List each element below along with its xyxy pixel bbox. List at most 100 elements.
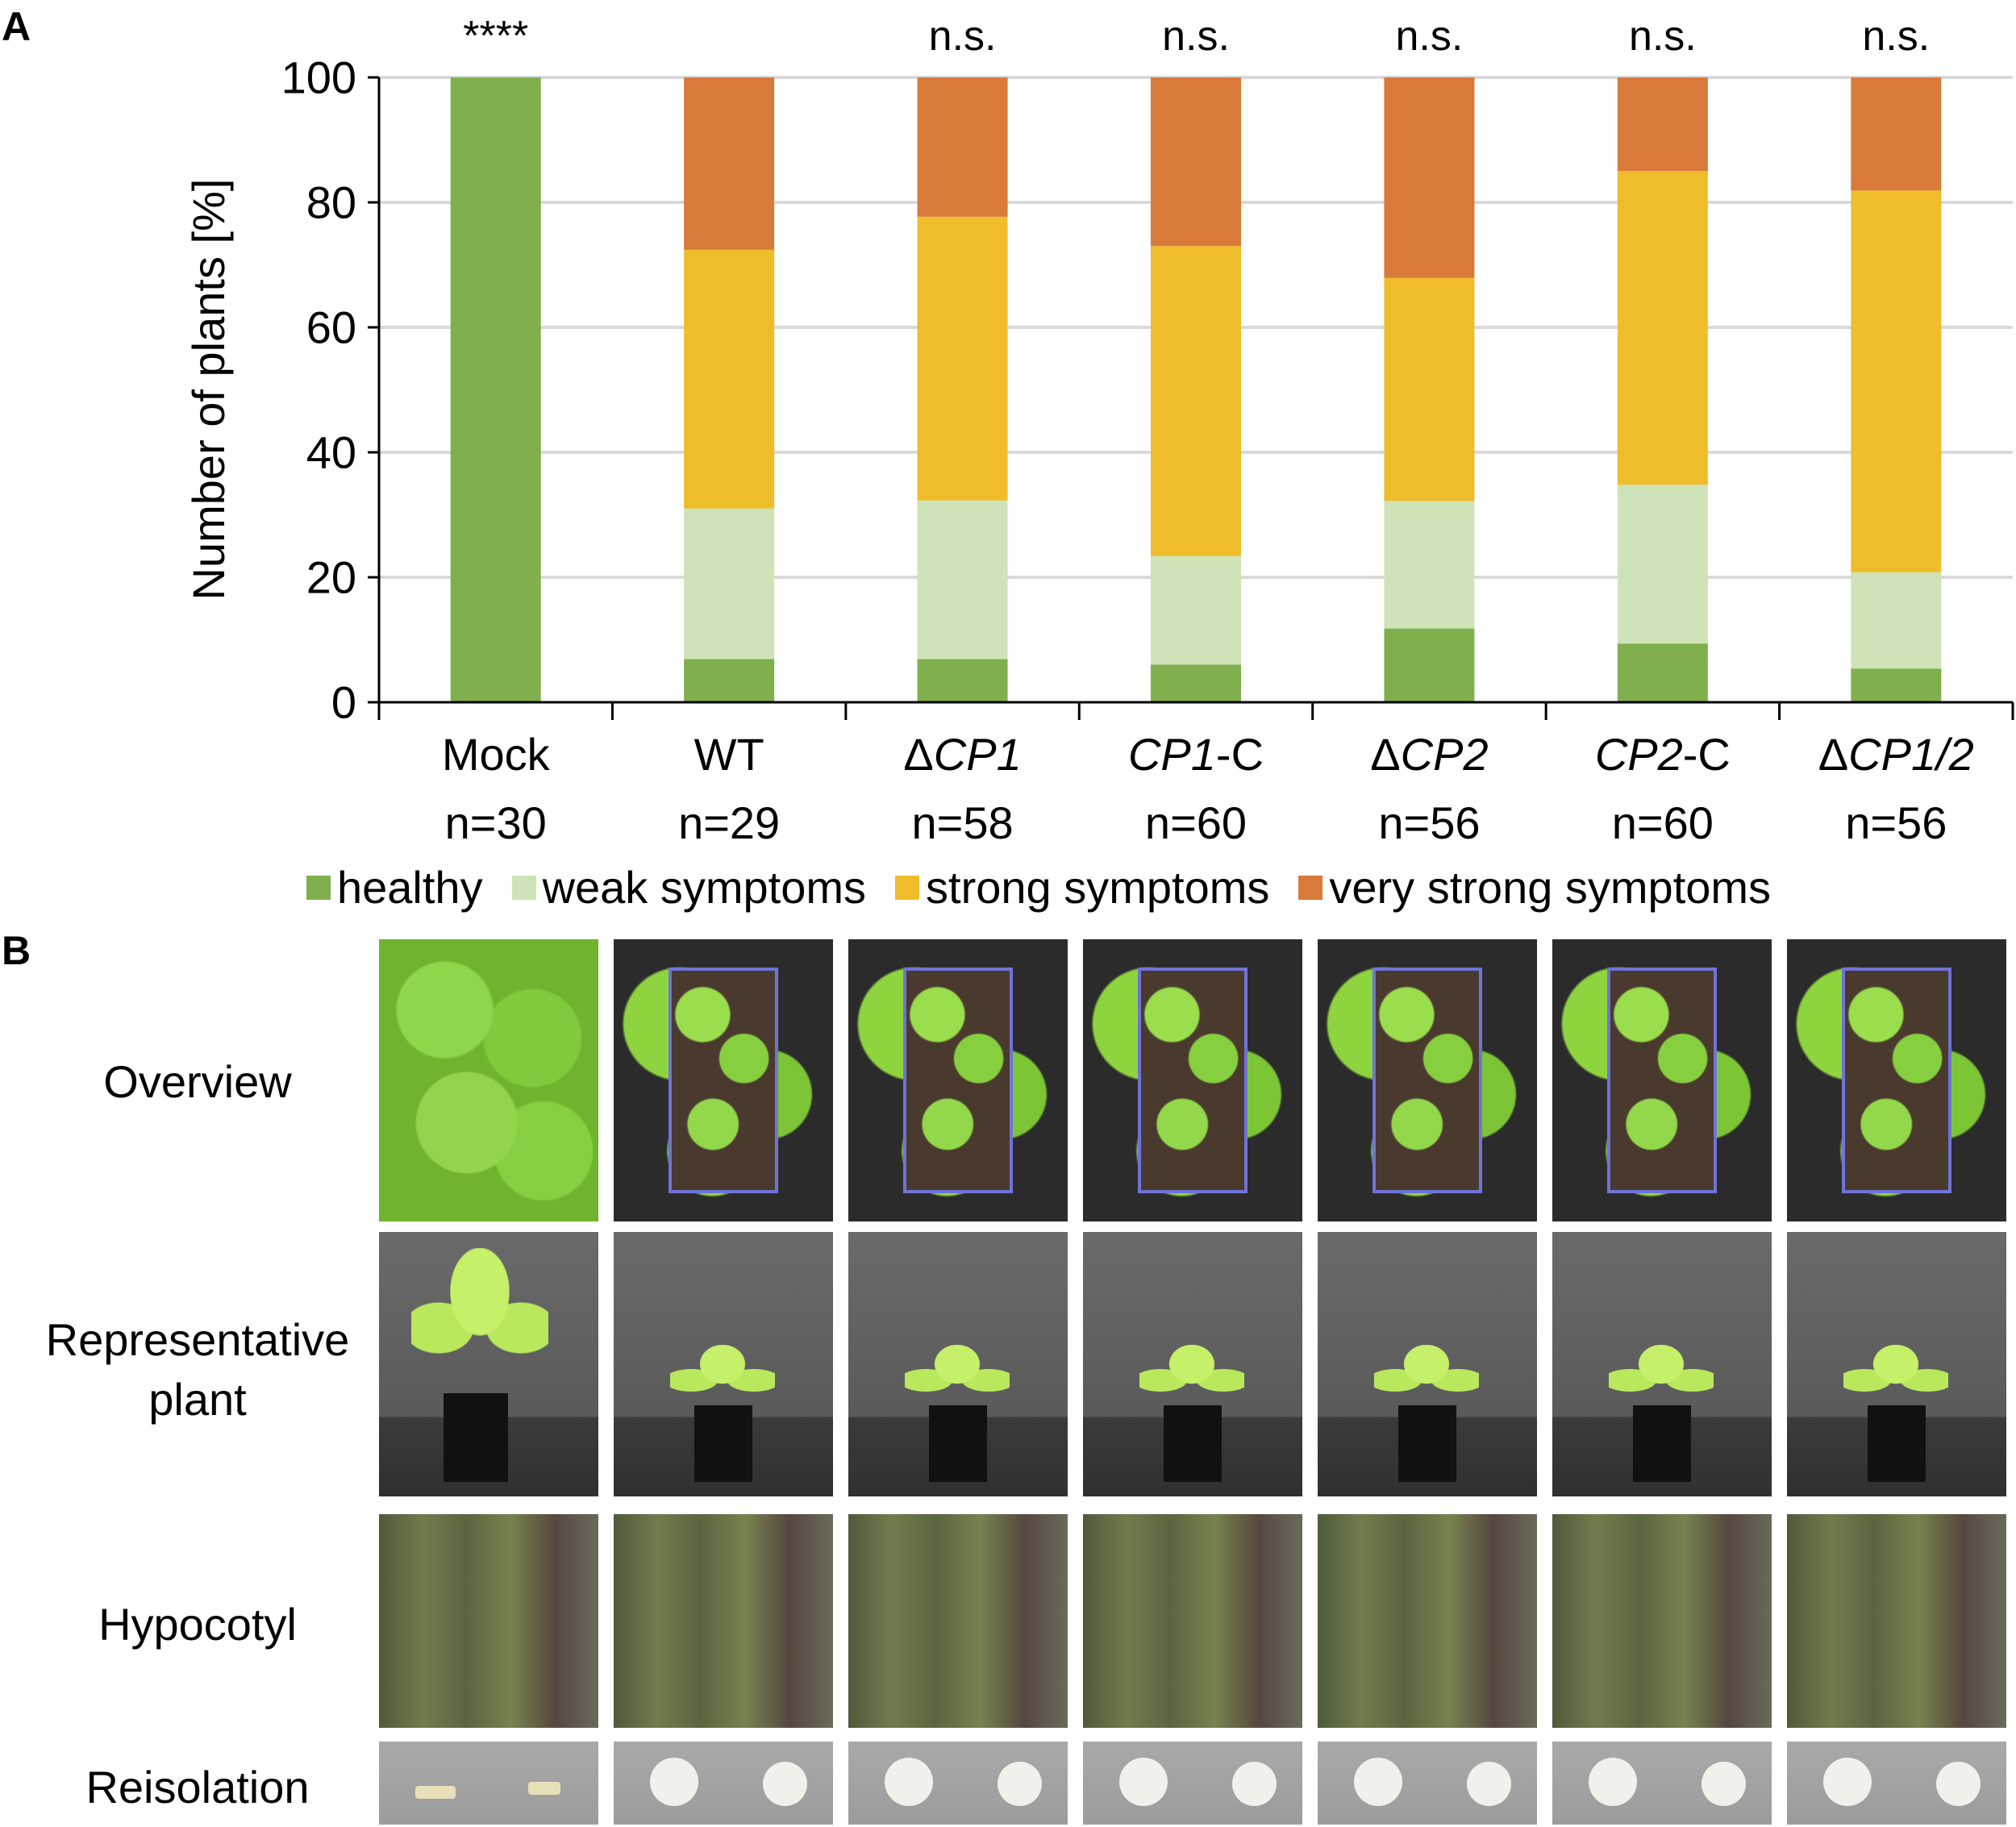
- legend-swatch-weak: [511, 875, 536, 900]
- pot: [444, 1393, 508, 1482]
- legend-label-very-strong: very strong symptoms: [1329, 862, 1772, 913]
- legend-item-strong: strong symptoms: [895, 861, 1269, 914]
- x-category-label: CP2-C: [1595, 729, 1731, 780]
- significance-label: n.s.: [1629, 13, 1697, 60]
- legend-label-strong: strong symptoms: [926, 862, 1270, 913]
- bar-segment-strong-3: [1151, 246, 1241, 556]
- stacked-bar-chart: 0 20 40 60 80 100 Mock n=30 **** WT n=29 ΔCP1 n=58 n.…: [183, 13, 2014, 848]
- colony: [1232, 1762, 1277, 1806]
- y-tick-label: 20: [306, 552, 356, 603]
- legend-swatch-very-strong: [1298, 875, 1323, 900]
- colony: [1354, 1758, 1402, 1806]
- x-sample-size-label: n=30: [445, 797, 547, 848]
- bar-segment-strong-2: [917, 216, 1008, 501]
- pot: [1868, 1405, 1926, 1482]
- plant-leaves: [670, 1345, 775, 1409]
- photo-hypocotyl-1: [614, 1514, 833, 1728]
- photo-reisolation-1: [614, 1742, 833, 1825]
- y-tick-label: 100: [281, 52, 356, 103]
- photo-hypocotyl-3: [1083, 1514, 1302, 1728]
- x-category-label: CP1-C: [1128, 729, 1264, 780]
- legend-swatch-strong: [895, 875, 920, 900]
- photo-overview-3: [1083, 939, 1302, 1221]
- plant-leaves: [905, 1345, 1010, 1409]
- photo-overview-4: [1318, 939, 1537, 1221]
- colony: [998, 1762, 1042, 1806]
- row-label-overview: Overview: [12, 1052, 383, 1112]
- colony: [1119, 1758, 1168, 1806]
- bar-segment-strong-6: [1851, 190, 1942, 572]
- bar-segment-very_strong-6: [1851, 77, 1942, 191]
- row-label-hypocotyl: Hypocotyl: [12, 1595, 383, 1654]
- plant-leaves: [1609, 1345, 1714, 1409]
- photo-reisolation-5: [1552, 1742, 1772, 1825]
- plant-leaves: [1843, 1345, 1948, 1409]
- colony: [1823, 1758, 1872, 1806]
- row-label-reisolation: Reisolation: [12, 1758, 383, 1817]
- photo-reisolation-0: [379, 1742, 598, 1825]
- colony: [1702, 1762, 1746, 1806]
- significance-label: n.s.: [1396, 13, 1464, 60]
- plant-leaves: [411, 1248, 548, 1393]
- colony: [1936, 1762, 1981, 1806]
- significance-label: ****: [463, 13, 528, 60]
- bar-segment-strong-4: [1384, 277, 1475, 501]
- bar-segment-weak-1: [684, 508, 775, 660]
- colony: [1467, 1762, 1511, 1806]
- x-sample-size-label: n=56: [1378, 797, 1480, 848]
- colony: [1589, 1758, 1637, 1806]
- bar-segment-very_strong-1: [684, 77, 775, 250]
- pot: [929, 1405, 987, 1482]
- photo-plant-4: [1318, 1232, 1537, 1496]
- y-tick-label: 0: [331, 677, 356, 728]
- pot: [1164, 1405, 1222, 1482]
- photo-reisolation-6: [1787, 1742, 2006, 1825]
- row-label-reisolation-text: Reisolation: [85, 1762, 310, 1812]
- colony: [650, 1758, 698, 1806]
- legend-label-healthy: healthy: [337, 862, 483, 913]
- panel-b-label: B: [2, 928, 31, 973]
- legend-item-healthy: healthy: [306, 861, 483, 914]
- bar-segment-very_strong-2: [917, 77, 1008, 217]
- x-sample-size-label: n=29: [678, 797, 780, 848]
- colony: [528, 1782, 560, 1795]
- bar-segment-weak-3: [1151, 556, 1241, 665]
- plant-leaves: [1374, 1345, 1479, 1409]
- bar-segment-strong-1: [684, 249, 775, 509]
- x-category-label: ΔCP2: [1370, 729, 1488, 780]
- bar-segment-healthy-5: [1617, 643, 1708, 702]
- significance-label: n.s.: [1162, 13, 1230, 60]
- bar-segment-very_strong-4: [1384, 77, 1475, 278]
- panel-a-label: A: [2, 4, 31, 49]
- colony: [885, 1758, 933, 1806]
- legend-swatch-healthy: [306, 875, 331, 900]
- significance-label: n.s.: [929, 13, 997, 60]
- photo-plant-5: [1552, 1232, 1772, 1496]
- row-label-representative-line2: plant: [148, 1374, 247, 1425]
- x-category-label: WT: [694, 729, 764, 780]
- photo-reisolation-3: [1083, 1742, 1302, 1825]
- chart-legend: healthy weak symptoms strong symptoms ve…: [306, 861, 1771, 914]
- pot: [1633, 1405, 1691, 1482]
- photo-overview-5: [1552, 939, 1772, 1221]
- row-label-representative-plant: Representative plant: [12, 1310, 383, 1430]
- y-tick-label: 60: [306, 302, 356, 353]
- bar-segment-strong-5: [1617, 171, 1708, 485]
- x-sample-size-label: n=56: [1845, 797, 1947, 848]
- y-tick-label: 40: [306, 427, 356, 478]
- photo-hypocotyl-6: [1787, 1514, 2006, 1728]
- bar-segment-healthy-4: [1384, 628, 1475, 702]
- colony: [415, 1786, 456, 1799]
- tray: [1842, 968, 1951, 1193]
- photo-overview-1: [614, 939, 833, 1221]
- bar-segment-weak-6: [1851, 572, 1942, 669]
- photo-reisolation-2: [848, 1742, 1068, 1825]
- photo-plant-3: [1083, 1232, 1302, 1496]
- photo-plant-1: [614, 1232, 833, 1496]
- bar-segment-very_strong-5: [1617, 77, 1708, 172]
- bar-segment-weak-2: [917, 500, 1008, 660]
- significance-label: n.s.: [1862, 13, 1930, 60]
- row-label-representative-line1: Representative: [45, 1314, 350, 1365]
- bar-segment-healthy-3: [1151, 664, 1241, 702]
- row-label-hypocotyl-text: Hypocotyl: [98, 1599, 297, 1650]
